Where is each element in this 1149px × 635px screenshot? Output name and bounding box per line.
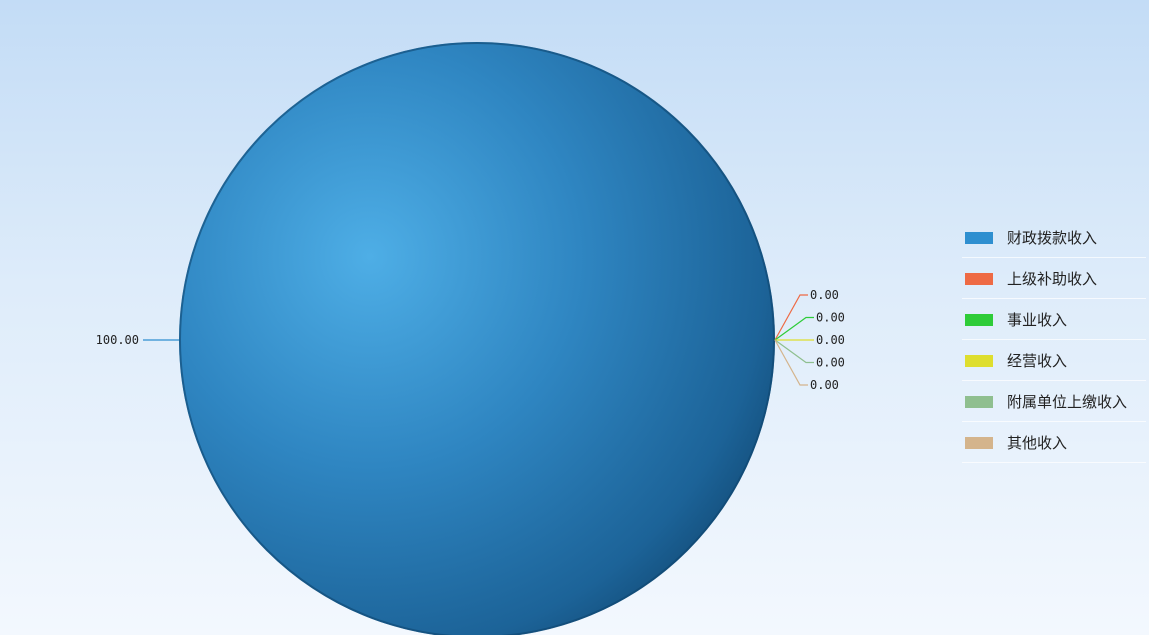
legend-item-operating-income[interactable]: 经营收入 [962,340,1146,381]
legend-label: 财政拨款收入 [1007,229,1098,247]
legend-label: 经营收入 [1007,352,1068,370]
legend-item-business-income[interactable]: 事业收入 [962,299,1146,340]
data-label-4: 0.00 [816,356,845,370]
legend-label: 事业收入 [1007,311,1068,329]
data-label-0: 100.00 [96,333,139,347]
pie-slice-0[interactable] [179,42,775,635]
data-label-1: 0.00 [810,288,839,302]
legend-swatch [965,313,993,326]
legend-item-fiscal-appropriation[interactable]: 财政拨款收入 [962,217,1146,258]
data-labels: 100.00 0.00 0.00 0.00 0.00 0.00 [96,288,845,392]
leader-line-4 [774,339,814,364]
legend-label: 附属单位上缴收入 [1007,393,1128,411]
data-label-2: 0.00 [816,311,845,325]
legend-swatch [965,354,993,367]
legend-swatch [965,231,993,244]
legend-swatch [965,395,993,408]
data-label-5: 0.00 [810,378,839,392]
data-label-3: 0.00 [816,333,845,347]
leader-line-5 [774,339,808,386]
leader-line-2 [774,316,814,341]
leader-line-1 [774,294,808,341]
legend-item-superior-subsidy[interactable]: 上级补助收入 [962,258,1146,299]
legend: 财政拨款收入 上级补助收入 事业收入 经营收入 附属单位上缴收入 其他收入 [962,217,1146,463]
pie-slices [179,42,775,635]
legend-swatch [965,272,993,285]
legend-item-subsidiary-remittance[interactable]: 附属单位上缴收入 [962,381,1146,422]
legend-label: 其他收入 [1007,434,1068,452]
label-leader-lines [143,294,814,386]
legend-label: 上级补助收入 [1007,270,1098,288]
pie-outline [179,42,775,635]
legend-item-other-income[interactable]: 其他收入 [962,422,1146,463]
legend-swatch [965,436,993,449]
